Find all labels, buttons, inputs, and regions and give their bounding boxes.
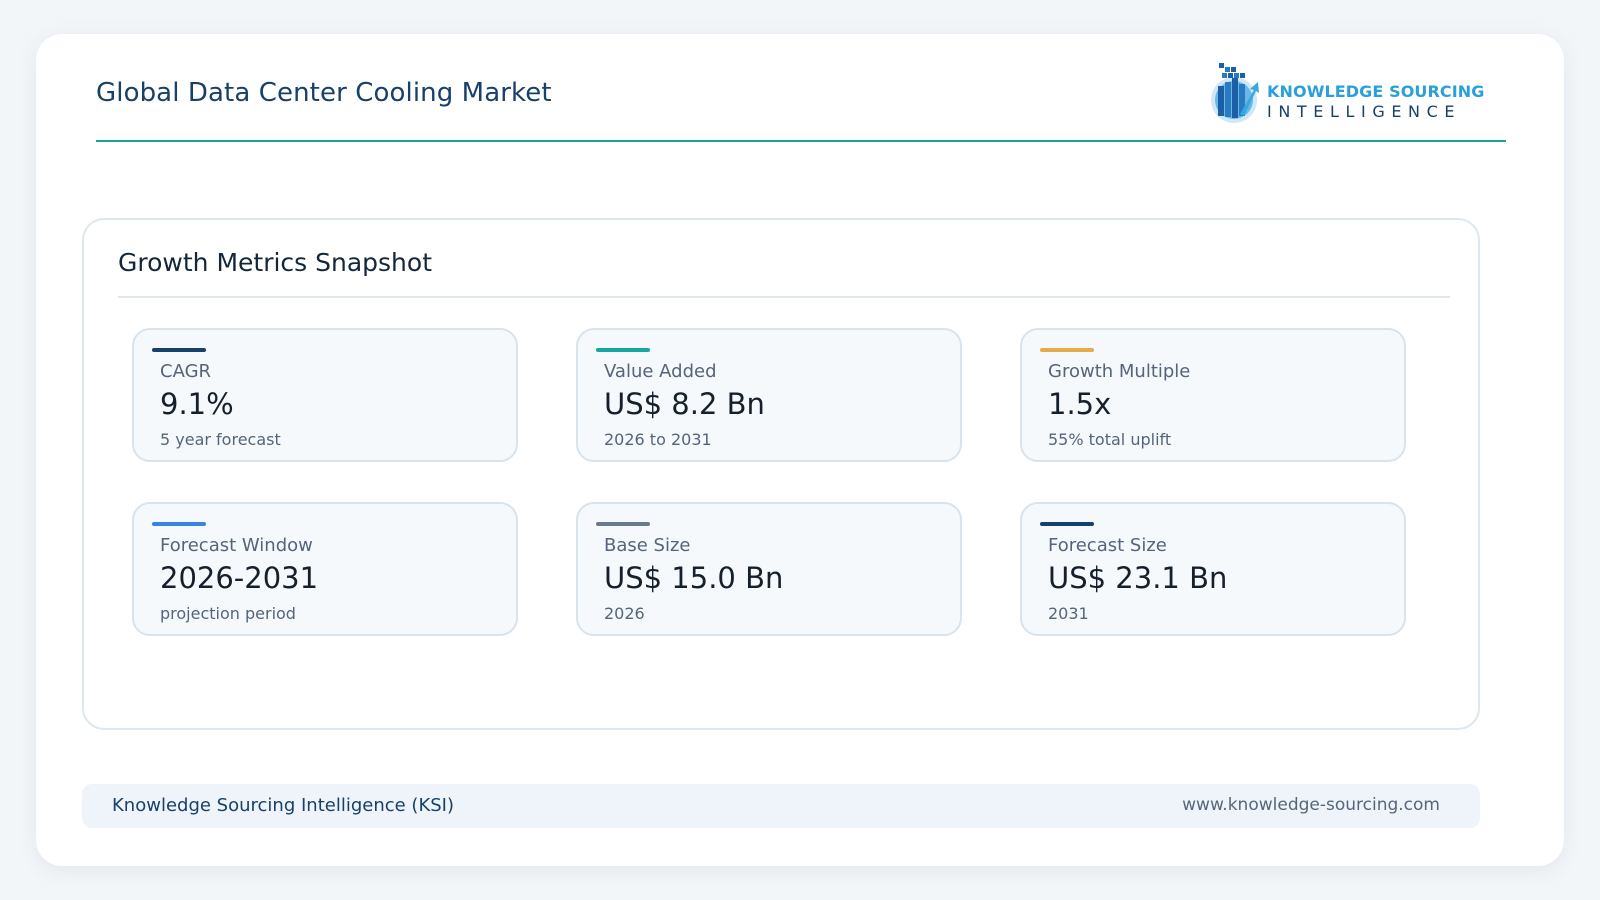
card-accent-bar — [1040, 348, 1094, 352]
metric-card-forecast-size: Forecast Size US$ 23.1 Bn 2031 — [1020, 502, 1406, 636]
card-accent-bar — [152, 348, 206, 352]
metric-label: Value Added — [604, 361, 717, 382]
metric-value: 2026-2031 — [160, 561, 319, 595]
metric-value: 1.5x — [1048, 387, 1112, 421]
ksi-logo: KNOWLEDGE SOURCING INTELLIGENCE — [1210, 60, 1484, 126]
metric-subtext: 2026 to 2031 — [604, 430, 712, 449]
metric-subtext: 2031 — [1048, 604, 1089, 623]
metric-subtext: 5 year forecast — [160, 430, 281, 449]
report-frame: Global Data Center Cooling Market KNOWLE… — [36, 34, 1564, 866]
metric-card-cagr: CAGR 9.1% 5 year forecast — [132, 328, 518, 462]
metric-subtext: 55% total uplift — [1048, 430, 1172, 449]
panel-title: Growth Metrics Snapshot — [118, 248, 433, 277]
metric-value: US$ 15.0 Bn — [604, 561, 784, 595]
ksi-logo-icon — [1211, 63, 1259, 123]
card-accent-bar — [596, 348, 650, 352]
metric-label: Base Size — [604, 535, 691, 556]
footer-company-name: Knowledge Sourcing Intelligence (KSI) — [112, 795, 455, 816]
metric-subtext: 2026 — [604, 604, 645, 623]
footer-website-link[interactable]: www.knowledge-sourcing.com — [1182, 795, 1440, 815]
header: Global Data Center Cooling Market KNOWLE… — [96, 34, 1506, 142]
metric-value: 9.1% — [160, 387, 234, 421]
panel-divider — [118, 296, 1450, 298]
logo-text-line2: INTELLIGENCE — [1267, 102, 1462, 121]
card-accent-bar — [1040, 522, 1094, 526]
metric-card-base-size: Base Size US$ 15.0 Bn 2026 — [576, 502, 962, 636]
page-title: Global Data Center Cooling Market — [96, 78, 552, 108]
metric-card-growth-multiple: Growth Multiple 1.5x 55% total uplift — [1020, 328, 1406, 462]
metric-value: US$ 23.1 Bn — [1048, 561, 1228, 595]
metric-label: Forecast Window — [160, 535, 313, 556]
metric-label: Forecast Size — [1048, 535, 1167, 556]
metric-label: Growth Multiple — [1048, 361, 1191, 382]
metric-card-forecast-window: Forecast Window 2026-2031 projection per… — [132, 502, 518, 636]
metric-subtext: projection period — [160, 604, 296, 623]
logo-text-line1: KNOWLEDGE SOURCING — [1267, 82, 1485, 101]
metric-label: CAGR — [160, 361, 212, 382]
metric-value: US$ 8.2 Bn — [604, 387, 765, 421]
growth-metrics-panel: Growth Metrics Snapshot CAGR 9.1% 5 year… — [82, 218, 1480, 730]
card-accent-bar — [596, 522, 650, 526]
card-accent-bar — [152, 522, 206, 526]
footer-bar: Knowledge Sourcing Intelligence (KSI) ww… — [82, 784, 1480, 828]
metric-card-value-added: Value Added US$ 8.2 Bn 2026 to 2031 — [576, 328, 962, 462]
metrics-grid: CAGR 9.1% 5 year forecast Value Added US… — [132, 328, 1406, 636]
